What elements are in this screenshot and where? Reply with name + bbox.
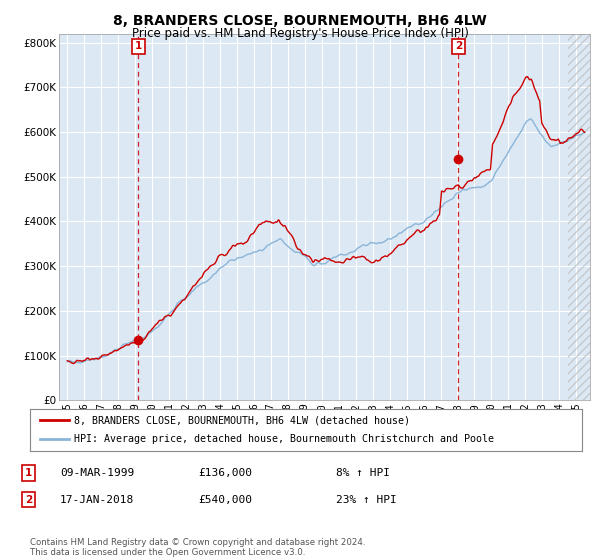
Text: £136,000: £136,000 bbox=[198, 468, 252, 478]
Text: HPI: Average price, detached house, Bournemouth Christchurch and Poole: HPI: Average price, detached house, Bour… bbox=[74, 435, 494, 445]
Text: 2: 2 bbox=[455, 41, 462, 52]
Text: 8, BRANDERS CLOSE, BOURNEMOUTH, BH6 4LW: 8, BRANDERS CLOSE, BOURNEMOUTH, BH6 4LW bbox=[113, 14, 487, 28]
Text: 8% ↑ HPI: 8% ↑ HPI bbox=[336, 468, 390, 478]
Bar bbox=[568, 34, 590, 400]
Text: 23% ↑ HPI: 23% ↑ HPI bbox=[336, 494, 397, 505]
Text: 2: 2 bbox=[25, 494, 32, 505]
Text: Price paid vs. HM Land Registry's House Price Index (HPI): Price paid vs. HM Land Registry's House … bbox=[131, 27, 469, 40]
Text: 09-MAR-1999: 09-MAR-1999 bbox=[60, 468, 134, 478]
Text: 8, BRANDERS CLOSE, BOURNEMOUTH, BH6 4LW (detached house): 8, BRANDERS CLOSE, BOURNEMOUTH, BH6 4LW … bbox=[74, 415, 410, 425]
Text: 1: 1 bbox=[25, 468, 32, 478]
Text: £540,000: £540,000 bbox=[198, 494, 252, 505]
Text: Contains HM Land Registry data © Crown copyright and database right 2024.
This d: Contains HM Land Registry data © Crown c… bbox=[30, 538, 365, 557]
Text: 17-JAN-2018: 17-JAN-2018 bbox=[60, 494, 134, 505]
Text: 1: 1 bbox=[135, 41, 142, 52]
